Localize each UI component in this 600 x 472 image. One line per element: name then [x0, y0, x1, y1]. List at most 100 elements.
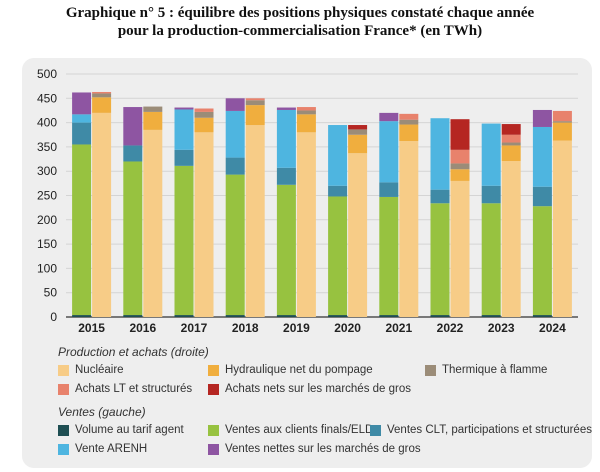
x-tick-label-2022: 2022: [437, 321, 464, 335]
bar-achats_lt-2022: [450, 149, 470, 164]
bar-nucleaire-2024: [552, 140, 572, 317]
bar-arenh-2019: [276, 109, 296, 168]
bar-tarif_agent-2018: [225, 315, 245, 317]
bar-ventes_nettes-2019: [276, 107, 296, 110]
bar-clt-2024: [532, 186, 552, 207]
bar-nucleaire-2016: [143, 129, 163, 317]
bar-achats_nets-2023: [501, 124, 521, 135]
bar-arenh-2020: [328, 125, 348, 186]
bar-nucleaire-2015: [92, 112, 112, 317]
bar-thermique-2019: [296, 110, 316, 115]
bar-clients_finals-2017: [174, 165, 194, 316]
bar-clients_finals-2021: [379, 196, 399, 316]
bar-clt-2021: [379, 182, 399, 197]
bar-achats_lt-2019: [296, 107, 316, 111]
bar-hydraulique-2018: [245, 105, 265, 126]
x-tick-label-2020: 2020: [334, 321, 361, 335]
bar-tarif_agent-2023: [481, 315, 501, 317]
bar-hydraulique-2019: [296, 114, 316, 133]
bar-hydraulique-2024: [552, 122, 572, 141]
bar-arenh-2017: [174, 109, 194, 150]
bar-tarif_agent-2021: [379, 315, 399, 317]
bar-achats_lt-2023: [501, 134, 521, 143]
bar-arenh-2021: [379, 121, 399, 183]
bar-achats_lt-2021: [399, 113, 419, 120]
bar-hydraulique-2023: [501, 145, 521, 161]
y-tick-label-50: 50: [44, 286, 58, 300]
bar-ventes_nettes-2016: [123, 107, 143, 146]
bar-clt-2023: [481, 185, 501, 204]
bar-arenh-2023: [481, 123, 501, 186]
bar-clt-2020: [328, 185, 348, 197]
chart-title-line2: pour la production-commercialisation Fra…: [117, 23, 483, 39]
bar-clients_finals-2016: [123, 161, 143, 316]
bar-thermique-2020: [348, 129, 368, 135]
bar-nucleaire-2020: [348, 153, 368, 317]
x-tick-label-2017: 2017: [181, 321, 208, 335]
y-tick-label-150: 150: [37, 237, 57, 251]
bar-achats_nets-2022: [450, 119, 470, 150]
bar-thermique-2023: [501, 142, 521, 146]
bar-tarif_agent-2022: [430, 315, 450, 317]
bar-achats_lt-2024: [552, 110, 572, 122]
x-tick-label-2015: 2015: [78, 321, 105, 335]
bar-tarif_agent-2024: [532, 315, 552, 317]
bar-tarif_agent-2019: [276, 315, 296, 317]
bar-thermique-2016: [143, 106, 163, 112]
x-tick-label-2019: 2019: [283, 321, 310, 335]
bar-clients_finals-2022: [430, 203, 450, 316]
bar-tarif_agent-2020: [328, 315, 348, 317]
bar-nucleaire-2018: [245, 125, 265, 317]
bar-clt-2019: [276, 167, 296, 185]
bar-clients_finals-2024: [532, 206, 552, 316]
y-tick-label-300: 300: [37, 164, 57, 178]
bar-thermique-2015: [92, 93, 112, 98]
bar-arenh-2022: [430, 118, 450, 190]
bar-clients_finals-2023: [481, 203, 501, 316]
bar-achats_nets-2020: [348, 125, 368, 130]
bar-hydraulique-2022: [450, 169, 470, 181]
bar-hydraulique-2016: [143, 111, 163, 130]
x-tick-label-2023: 2023: [488, 321, 515, 335]
bar-ventes_nettes-2017: [174, 107, 194, 110]
bar-thermique-2024: [552, 121, 572, 123]
chart-title: Graphique n° 5 : équilibre des positions…: [0, 4, 600, 40]
bar-clt-2018: [225, 157, 245, 175]
bar-arenh-2018: [225, 110, 245, 158]
y-tick-label-400: 400: [37, 116, 57, 130]
bar-clients_finals-2015: [72, 144, 92, 316]
bar-nucleaire-2017: [194, 132, 214, 317]
bar-ventes_nettes-2015: [72, 92, 92, 115]
x-tick-label-2021: 2021: [385, 321, 412, 335]
y-tick-label-250: 250: [37, 189, 57, 203]
y-tick-label-100: 100: [37, 261, 57, 275]
bar-clt-2015: [72, 122, 92, 145]
x-tick-label-2024: 2024: [539, 321, 566, 335]
bar-nucleaire-2021: [399, 141, 419, 317]
y-tick-label-450: 450: [37, 91, 57, 105]
bar-nucleaire-2019: [296, 132, 316, 317]
bar-hydraulique-2020: [348, 134, 368, 154]
bar-hydraulique-2017: [194, 117, 214, 133]
bar-clients_finals-2019: [276, 184, 296, 316]
y-tick-label-0: 0: [50, 310, 57, 324]
bar-hydraulique-2015: [92, 97, 112, 113]
bar-thermique-2022: [450, 163, 470, 170]
bar-ventes_nettes-2018: [225, 98, 245, 111]
bar-achats_lt-2018: [245, 98, 265, 101]
y-tick-label-350: 350: [37, 140, 57, 154]
bar-nucleaire-2022: [450, 180, 470, 317]
chart-title-line1: Graphique n° 5 : équilibre des positions…: [65, 5, 535, 21]
bar-ventes_nettes-2021: [379, 112, 399, 122]
y-tick-label-200: 200: [37, 213, 57, 227]
bar-clt-2017: [174, 149, 194, 166]
bar-hydraulique-2021: [399, 124, 419, 142]
bar-clients_finals-2018: [225, 174, 245, 316]
bar-ventes_nettes-2024: [532, 109, 552, 127]
bar-arenh-2024: [532, 126, 552, 187]
bar-clt-2016: [123, 145, 143, 162]
x-tick-label-2016: 2016: [129, 321, 156, 335]
bar-tarif_agent-2016: [123, 315, 143, 317]
x-tick-label-2018: 2018: [232, 321, 259, 335]
